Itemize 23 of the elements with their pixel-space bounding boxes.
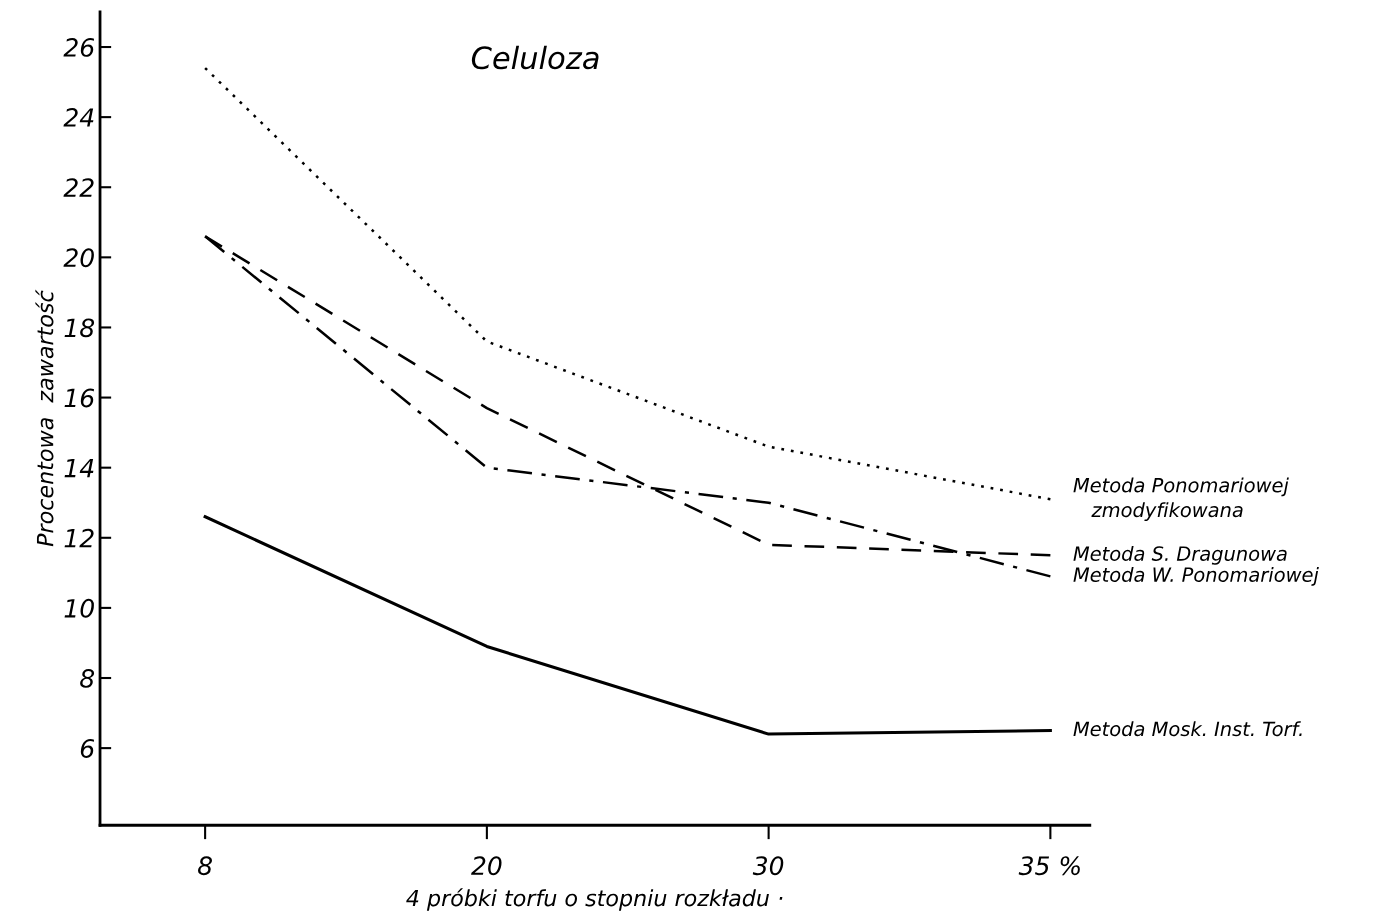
x-axis-title: 4 próbki torfu o stopniu rozkładu · bbox=[406, 888, 783, 911]
y-tick-label: 20 bbox=[63, 248, 94, 268]
series-label: Metoda W. Ponomariowej bbox=[1073, 566, 1319, 586]
y-tick-label: 24 bbox=[63, 108, 94, 127]
x-tick-label: 8 bbox=[198, 856, 212, 876]
y-tick-label: 12 bbox=[64, 528, 94, 548]
x-tick-label: 20 bbox=[471, 856, 502, 876]
y-tick-label: 16 bbox=[64, 388, 95, 408]
series-label: Metoda Mosk. Inst. Torf. bbox=[1073, 721, 1302, 737]
y-tick-label: 6 bbox=[80, 739, 95, 758]
series-label: Metoda S. Dragunowa bbox=[1073, 545, 1287, 565]
text: Celuloza bbox=[471, 45, 599, 70]
y-tick-label: 26 bbox=[63, 37, 95, 57]
y-tick-label: 18 bbox=[64, 318, 95, 338]
x-tick-label: 30 bbox=[752, 856, 784, 876]
line-series bbox=[203, 515, 1052, 736]
y-tick-label: 22 bbox=[63, 178, 94, 197]
y-axis-title: Procentowa zawartość bbox=[35, 289, 54, 547]
series-label: Metoda Ponomariowej zmodyfikowana bbox=[1073, 477, 1289, 521]
y-tick-label: 14 bbox=[64, 458, 94, 478]
y-tick-label: 10 bbox=[64, 598, 94, 618]
y-tick-label: 8 bbox=[80, 668, 95, 688]
x-tick-label: 35 % bbox=[1018, 856, 1080, 876]
